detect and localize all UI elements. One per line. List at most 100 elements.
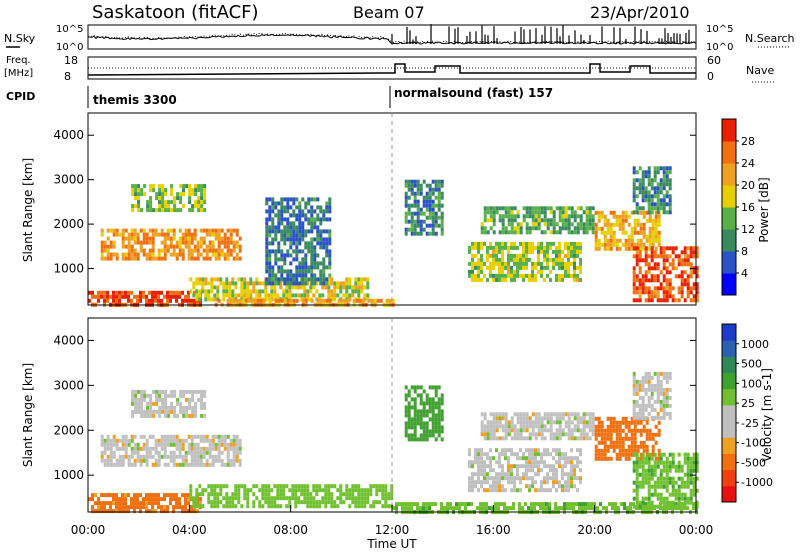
data-cell (112, 501, 115, 506)
data-cell (644, 270, 648, 275)
data-cell (639, 420, 643, 425)
data-cell (633, 230, 637, 235)
data-cell (591, 432, 595, 437)
data-cell (561, 218, 565, 223)
data-cell (173, 204, 177, 209)
data-cell (286, 233, 290, 238)
data-cell (579, 480, 582, 485)
data-cell (106, 509, 109, 514)
data-cell (280, 237, 284, 242)
data-cell (199, 240, 203, 245)
data-cell (555, 261, 558, 266)
data-cell (130, 497, 133, 502)
data-cell (683, 484, 687, 489)
data-cell (425, 429, 429, 434)
data-cell (274, 273, 278, 278)
data-cell (343, 298, 347, 303)
data-cell (635, 274, 639, 279)
data-cell (495, 257, 498, 262)
data-cell (686, 500, 690, 505)
data-cell (519, 226, 523, 231)
data-cell (249, 488, 253, 493)
data-cell (653, 250, 657, 255)
data-cell (330, 281, 334, 286)
data-cell (471, 241, 474, 246)
data-cell (189, 496, 193, 501)
data-cell (413, 227, 417, 232)
data-cell (91, 294, 94, 299)
data-cell (210, 484, 214, 489)
data-cell (384, 492, 388, 497)
data-cell (635, 484, 639, 489)
data-cell (261, 496, 265, 501)
data-cell (653, 371, 657, 376)
data-cell (286, 209, 290, 214)
data-cell (540, 273, 543, 278)
data-cell (229, 240, 233, 245)
data-cell (638, 298, 642, 303)
data-cell (653, 452, 657, 457)
data-cell (479, 502, 482, 507)
data-cell (416, 187, 420, 192)
data-cell (208, 454, 212, 459)
data-cell (240, 289, 244, 294)
data-cell (650, 182, 654, 187)
data-cell (576, 424, 580, 429)
data-cell (597, 214, 601, 219)
data-cell (194, 401, 198, 406)
data-cell (662, 407, 666, 412)
data-cell (325, 277, 329, 282)
data-cell (645, 218, 649, 223)
data-cell (289, 225, 293, 230)
data-cell (537, 468, 540, 473)
data-cell (316, 253, 320, 258)
data-cell (158, 196, 162, 201)
data-cell (416, 502, 419, 507)
data-cell (133, 505, 136, 510)
data-cell (146, 401, 150, 406)
data-cell (155, 397, 159, 402)
data-cell (175, 493, 178, 498)
data-cell (375, 488, 379, 493)
data-cell (178, 248, 182, 253)
data-cell (428, 187, 432, 192)
data-cell (185, 184, 189, 189)
data-cell (534, 261, 537, 266)
data-cell (576, 464, 579, 469)
data-cell (653, 468, 657, 473)
data-cell (644, 375, 648, 380)
data-cell (140, 192, 144, 197)
data-cell (689, 488, 693, 493)
data-cell (124, 505, 127, 510)
data-cell (615, 242, 619, 247)
data-cell (573, 210, 577, 215)
data-cell (561, 484, 564, 489)
data-cell (686, 472, 690, 477)
data-cell (657, 456, 661, 461)
data-cell (567, 416, 571, 421)
data-cell (161, 196, 165, 201)
data-cell (106, 248, 110, 253)
data-cell (416, 215, 420, 220)
data-cell (434, 231, 438, 236)
data-cell (271, 225, 275, 230)
data-cell (543, 424, 547, 429)
data-cell (480, 226, 484, 231)
data-cell (671, 286, 675, 291)
data-cell (145, 252, 149, 257)
data-cell (205, 228, 209, 233)
data-cell (638, 383, 642, 388)
data-cell (647, 484, 651, 489)
data-cell (213, 488, 217, 493)
data-cell (600, 210, 604, 215)
data-cell (139, 462, 143, 467)
data-cell (567, 241, 570, 246)
data-cell (651, 226, 655, 231)
data-cell (570, 464, 573, 469)
data-cell (624, 230, 628, 235)
data-cell (642, 424, 646, 429)
data-cell (437, 413, 441, 418)
data-cell (662, 182, 666, 187)
data-cell (339, 488, 343, 493)
data-cell (318, 504, 322, 509)
